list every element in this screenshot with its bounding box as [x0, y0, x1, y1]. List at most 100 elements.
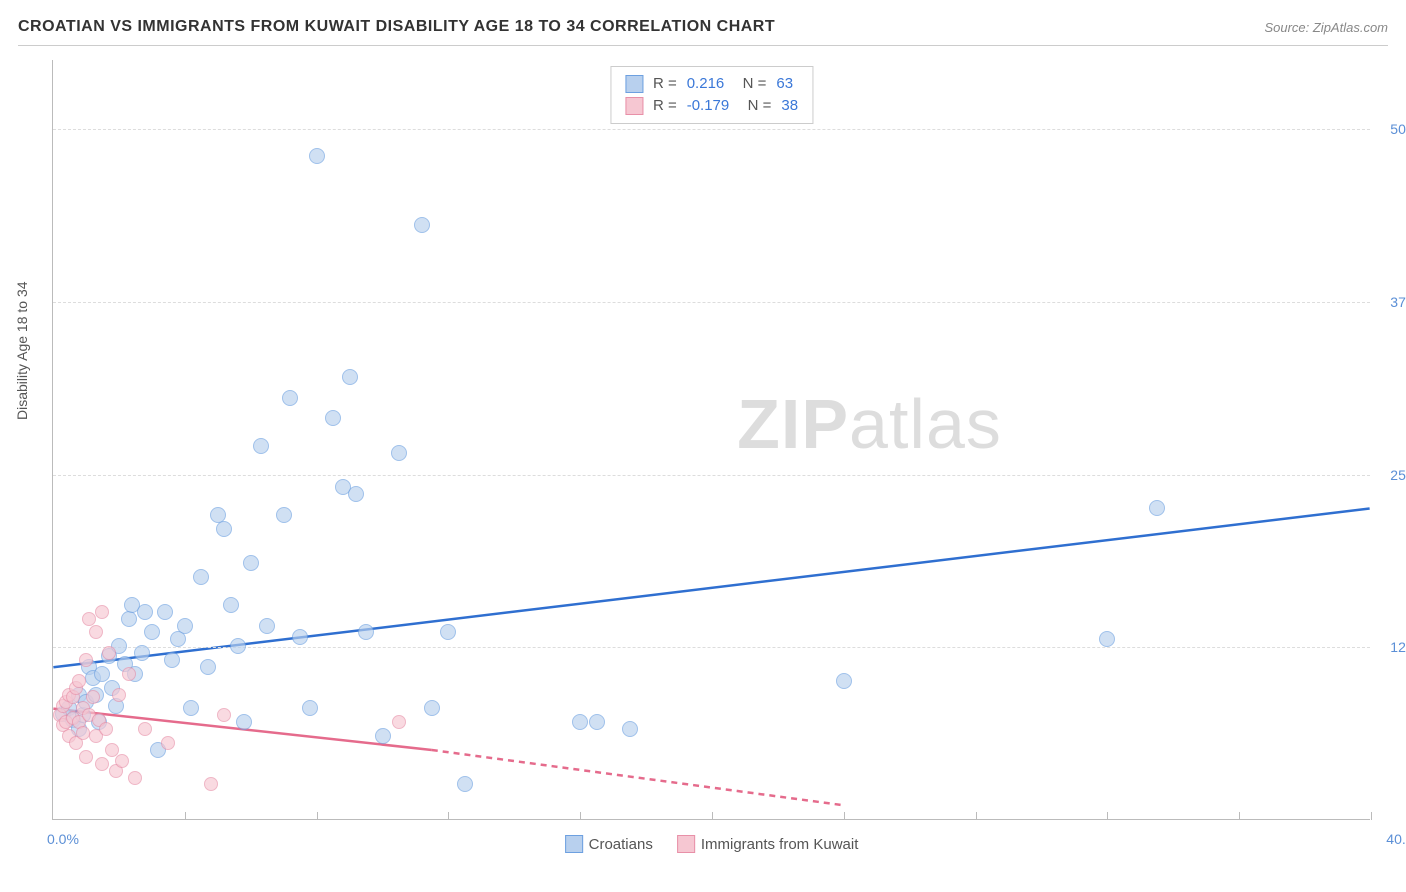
legend-row-kuwait: R = -0.179 N = 38	[625, 95, 798, 117]
data-point	[128, 771, 142, 785]
data-point	[157, 604, 173, 620]
data-point	[217, 708, 231, 722]
data-point	[622, 721, 638, 737]
legend-row-croatians: R = 0.216 N = 63	[625, 73, 798, 95]
data-point	[164, 652, 180, 668]
data-point	[82, 612, 96, 626]
legend-r-val-1: -0.179	[687, 95, 730, 117]
watermark-atlas: atlas	[849, 385, 1002, 463]
data-point	[95, 605, 109, 619]
data-point	[282, 390, 298, 406]
source-label: Source: ZipAtlas.com	[1264, 20, 1388, 35]
watermark: ZIPatlas	[737, 384, 1002, 464]
x-tick-left: 0.0%	[47, 831, 79, 847]
grid-v-tick	[317, 812, 318, 820]
data-point	[121, 611, 137, 627]
plot-area: ZIPatlas R = 0.216 N = 63 R = -0.179 N =…	[52, 60, 1370, 820]
data-point	[292, 629, 308, 645]
data-point	[204, 777, 218, 791]
data-point	[193, 569, 209, 585]
data-point	[161, 736, 175, 750]
grid-v-tick	[1371, 812, 1372, 820]
data-point	[230, 638, 246, 654]
legend-swatch-croatians	[625, 75, 643, 93]
legend-n-val-1: 38	[781, 95, 798, 117]
grid-v-tick	[1107, 812, 1108, 820]
data-point	[216, 521, 232, 537]
data-point	[115, 754, 129, 768]
grid-v-tick	[580, 812, 581, 820]
data-point	[253, 438, 269, 454]
data-point	[137, 604, 153, 620]
legend-r-label: R =	[653, 95, 677, 117]
legend-n-val-0: 63	[776, 73, 793, 95]
grid-h	[53, 475, 1370, 476]
data-point	[457, 776, 473, 792]
data-point	[836, 673, 852, 689]
legend-bottom-swatch-0	[565, 835, 583, 853]
data-point	[572, 714, 588, 730]
data-point	[392, 715, 406, 729]
legend-bottom-item-1: Immigrants from Kuwait	[677, 835, 859, 853]
data-point	[183, 700, 199, 716]
y-axis-label: Disability Age 18 to 34	[14, 281, 30, 420]
data-point	[302, 700, 318, 716]
data-point	[144, 624, 160, 640]
header-bar: CROATIAN VS IMMIGRANTS FROM KUWAIT DISAB…	[18, 18, 1388, 46]
data-point	[76, 726, 90, 740]
data-point	[89, 625, 103, 639]
legend-bottom-label-0: Croatians	[589, 836, 653, 853]
data-point	[177, 618, 193, 634]
legend-r-label: R =	[653, 73, 677, 95]
data-point	[309, 148, 325, 164]
grid-v-tick	[185, 812, 186, 820]
data-point	[375, 728, 391, 744]
x-tick-right: 40.0%	[1386, 831, 1406, 847]
y-tick-label: 25.0%	[1375, 467, 1406, 483]
data-point	[1149, 500, 1165, 516]
data-point	[391, 445, 407, 461]
data-point	[122, 667, 136, 681]
grid-h	[53, 129, 1370, 130]
data-point	[99, 722, 113, 736]
y-tick-label: 12.5%	[1375, 639, 1406, 655]
data-point	[72, 674, 86, 688]
trend-lines	[53, 60, 1370, 819]
data-point	[424, 700, 440, 716]
data-point	[276, 507, 292, 523]
grid-v-tick	[448, 812, 449, 820]
legend-n-label: N =	[739, 95, 771, 117]
grid-v-tick	[1239, 812, 1240, 820]
data-point	[112, 688, 126, 702]
grid-v-tick	[712, 812, 713, 820]
data-point	[102, 646, 116, 660]
legend-stats: R = 0.216 N = 63 R = -0.179 N = 38	[610, 66, 813, 124]
data-point	[138, 722, 152, 736]
data-point	[243, 555, 259, 571]
data-point	[79, 653, 93, 667]
grid-h	[53, 647, 1370, 648]
grid-v-tick	[844, 812, 845, 820]
data-point	[86, 690, 100, 704]
data-point	[348, 486, 364, 502]
data-point	[589, 714, 605, 730]
y-tick-label: 37.5%	[1375, 294, 1406, 310]
data-point	[223, 597, 239, 613]
chart-container: CROATIAN VS IMMIGRANTS FROM KUWAIT DISAB…	[0, 0, 1406, 892]
watermark-zip: ZIP	[737, 385, 849, 463]
data-point	[325, 410, 341, 426]
data-point	[440, 624, 456, 640]
data-point	[134, 645, 150, 661]
legend-bottom-label-1: Immigrants from Kuwait	[701, 836, 859, 853]
legend-r-val-0: 0.216	[687, 73, 725, 95]
data-point	[1099, 631, 1115, 647]
data-point	[342, 369, 358, 385]
legend-swatch-kuwait	[625, 97, 643, 115]
data-point	[170, 631, 186, 647]
legend-bottom-swatch-1	[677, 835, 695, 853]
legend-n-label: N =	[734, 73, 766, 95]
data-point	[95, 757, 109, 771]
data-point	[236, 714, 252, 730]
data-point	[79, 750, 93, 764]
data-point	[259, 618, 275, 634]
